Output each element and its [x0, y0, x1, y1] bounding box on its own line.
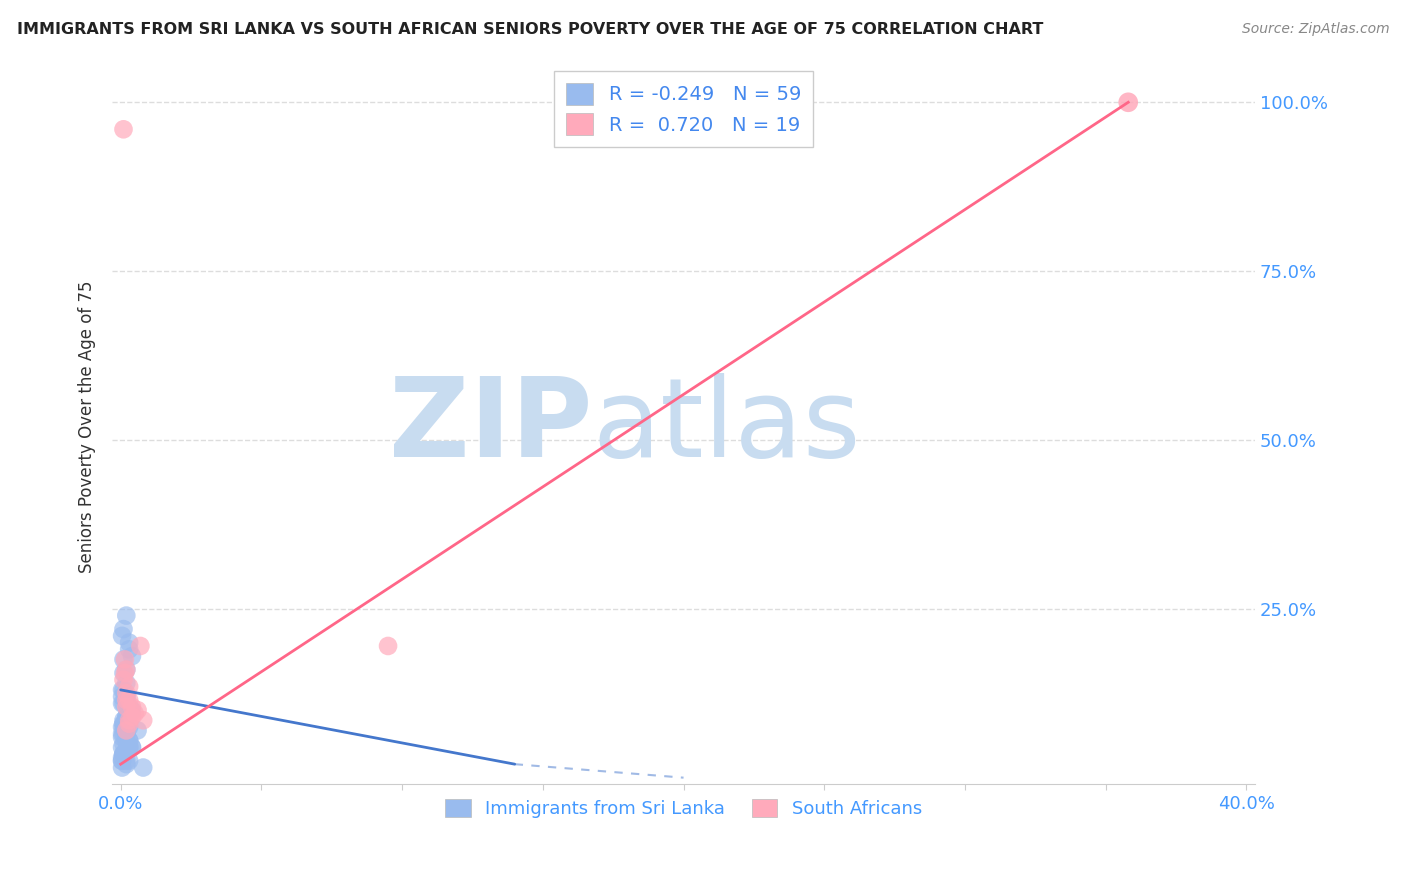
- Legend: Immigrants from Sri Lanka, South Africans: Immigrants from Sri Lanka, South African…: [439, 792, 929, 825]
- Point: [115, 727, 138, 741]
- Point: [111, 720, 134, 734]
- Point: [115, 744, 138, 758]
- Point: [118, 716, 141, 731]
- Point: [112, 716, 135, 731]
- Text: atlas: atlas: [592, 373, 860, 480]
- Point: [111, 629, 134, 643]
- Point: [112, 716, 135, 731]
- Point: [112, 652, 135, 666]
- Point: [112, 713, 135, 727]
- Point: [112, 622, 135, 636]
- Point: [111, 697, 134, 711]
- Point: [118, 720, 141, 734]
- Point: [112, 727, 135, 741]
- Point: [111, 740, 134, 755]
- Point: [118, 733, 141, 747]
- Point: [115, 727, 138, 741]
- Point: [114, 665, 136, 680]
- Point: [111, 727, 134, 741]
- Text: IMMIGRANTS FROM SRI LANKA VS SOUTH AFRICAN SENIORS POVERTY OVER THE AGE OF 75 CO: IMMIGRANTS FROM SRI LANKA VS SOUTH AFRIC…: [17, 22, 1043, 37]
- Point: [115, 723, 138, 738]
- Point: [114, 652, 136, 666]
- Point: [118, 680, 141, 694]
- Point: [121, 710, 143, 724]
- Point: [115, 693, 138, 707]
- Point: [115, 713, 138, 727]
- Point: [118, 706, 141, 721]
- Point: [111, 754, 134, 768]
- Point: [129, 639, 152, 653]
- Point: [112, 747, 135, 761]
- Point: [118, 703, 141, 717]
- Point: [111, 760, 134, 774]
- Point: [124, 706, 146, 721]
- Point: [132, 760, 155, 774]
- Y-axis label: Seniors Poverty Over the Age of 75: Seniors Poverty Over the Age of 75: [79, 280, 96, 573]
- Point: [127, 723, 149, 738]
- Point: [115, 663, 138, 677]
- Point: [115, 676, 138, 690]
- Point: [118, 740, 141, 755]
- Point: [115, 723, 138, 738]
- Point: [132, 713, 155, 727]
- Point: [115, 608, 138, 623]
- Point: [112, 673, 135, 687]
- Point: [377, 639, 399, 653]
- Point: [121, 740, 143, 755]
- Point: [121, 699, 143, 714]
- Point: [121, 740, 143, 755]
- Point: [112, 682, 135, 697]
- Point: [115, 663, 138, 677]
- Point: [112, 747, 135, 761]
- Point: [115, 699, 138, 714]
- Point: [118, 635, 141, 649]
- Point: [111, 730, 134, 744]
- Point: [121, 649, 143, 664]
- Point: [1116, 95, 1139, 110]
- Point: [111, 754, 134, 768]
- Point: [112, 720, 135, 734]
- Point: [118, 693, 141, 707]
- Point: [115, 690, 138, 704]
- Point: [118, 733, 141, 747]
- Point: [118, 642, 141, 657]
- Point: [127, 703, 149, 717]
- Point: [112, 665, 135, 680]
- Point: [112, 737, 135, 751]
- Point: [115, 686, 138, 700]
- Point: [115, 757, 138, 772]
- Point: [112, 122, 135, 136]
- Point: [112, 697, 135, 711]
- Point: [111, 682, 134, 697]
- Point: [115, 710, 138, 724]
- Point: [115, 710, 138, 724]
- Point: [118, 699, 141, 714]
- Point: [112, 747, 135, 761]
- Point: [118, 740, 141, 755]
- Text: ZIP: ZIP: [389, 373, 592, 480]
- Point: [115, 697, 138, 711]
- Point: [111, 690, 134, 704]
- Point: [115, 733, 138, 747]
- Point: [118, 754, 141, 768]
- Point: [121, 703, 143, 717]
- Point: [111, 750, 134, 764]
- Point: [115, 690, 138, 704]
- Point: [115, 754, 138, 768]
- Point: [118, 713, 141, 727]
- Text: Source: ZipAtlas.com: Source: ZipAtlas.com: [1241, 22, 1389, 37]
